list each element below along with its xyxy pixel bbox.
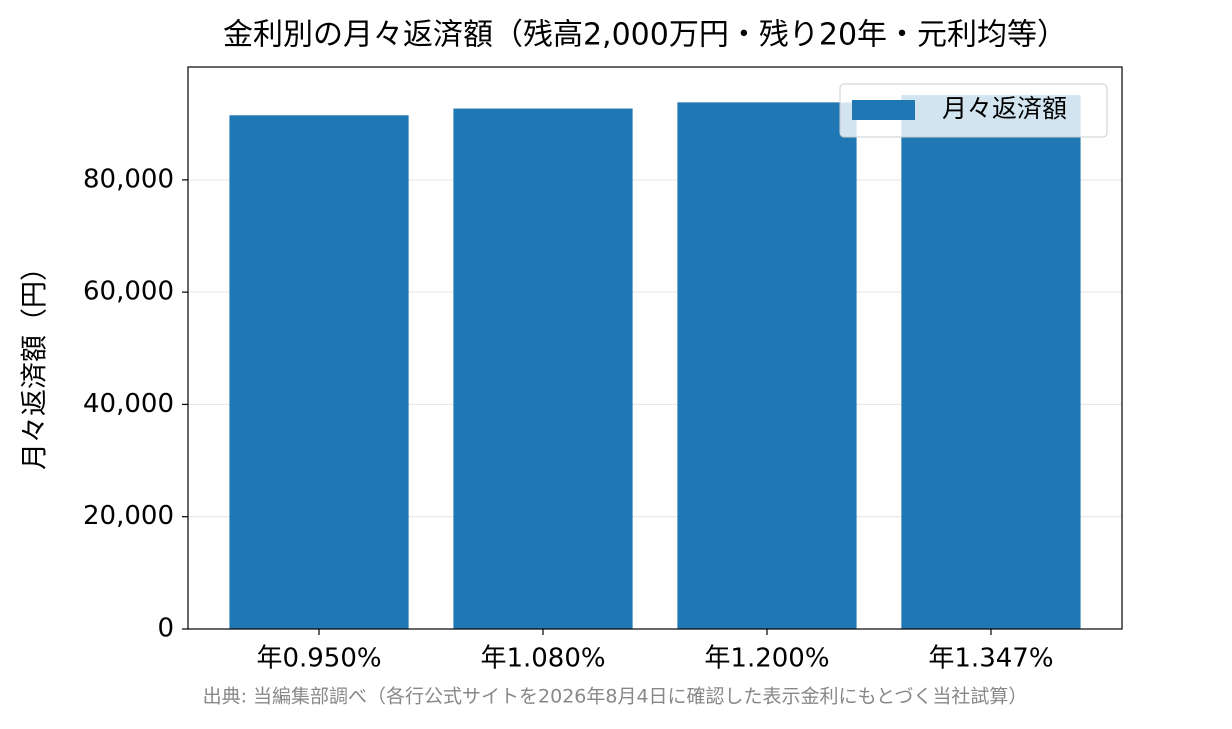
bar bbox=[677, 102, 857, 630]
y-tick-label: 0 bbox=[157, 614, 174, 644]
source-note: 出典: 当編集部調べ（各行公式サイトを2026年8月4日に確認した表示金利にもと… bbox=[203, 686, 1028, 708]
legend-box bbox=[839, 83, 1108, 138]
legend-swatch bbox=[852, 100, 915, 120]
x-tick-label: 年1.200% bbox=[704, 644, 829, 674]
plot-frame bbox=[187, 66, 1123, 630]
bar bbox=[453, 108, 633, 630]
x-tick-label: 年1.347% bbox=[928, 644, 1053, 674]
y-tick-label: 60,000 bbox=[83, 277, 174, 307]
bar bbox=[901, 95, 1081, 630]
y-axis-label: 月々返済額（円） bbox=[20, 254, 51, 470]
y-tick-label: 80,000 bbox=[83, 164, 174, 194]
y-tick-label: 40,000 bbox=[83, 389, 174, 419]
x-tick-label: 年0.950% bbox=[256, 644, 381, 674]
x-tick-label: 年1.080% bbox=[480, 644, 605, 674]
y-tick-label: 20,000 bbox=[83, 501, 174, 531]
bar bbox=[229, 115, 409, 630]
legend-label: 月々返済額 bbox=[942, 94, 1067, 123]
chart-title: 金利別の月々返済額（残高2,000万円・残り20年・元利均等） bbox=[223, 18, 1067, 53]
